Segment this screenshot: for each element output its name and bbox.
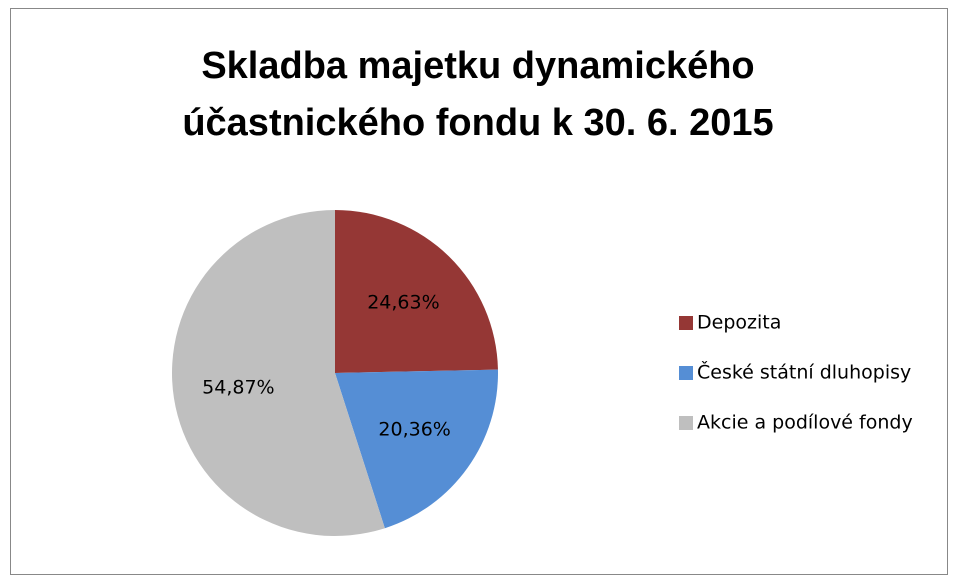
legend-swatch [679,316,693,330]
legend-label: Depozita [697,312,781,334]
pie-slice [335,210,498,373]
chart-frame [10,8,948,575]
data-label: 20,36% [378,418,450,440]
chart-title: účastnického fondu k 30. 6. 2015 [182,102,773,144]
legend-swatch [679,366,693,380]
legend-swatch [679,416,693,430]
data-label: 54,87% [202,377,274,399]
chart-title: Skladba majetku dynamického [201,45,754,87]
pie-slice [172,210,385,536]
legend-label: Akcie a podílové fondy [697,412,913,434]
pie-slice [335,369,498,529]
legend-label: České státní dluhopisy [697,360,911,384]
data-label: 24,63% [367,292,439,314]
